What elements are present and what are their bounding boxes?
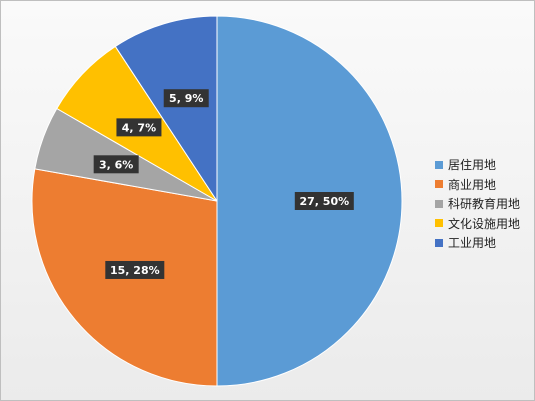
legend-item-cultural-facility: 文化设施用地 xyxy=(435,214,520,234)
data-label-box xyxy=(294,192,354,210)
data-label-text: 27, 50% xyxy=(299,195,349,208)
pie-slice-industrial xyxy=(114,15,218,203)
legend-label: 科研教育用地 xyxy=(448,197,521,212)
data-label-box xyxy=(116,118,162,137)
legend-swatch xyxy=(435,199,443,208)
data-label-text: 15, 28% xyxy=(110,264,160,277)
data-label-commercial: 15, 28% xyxy=(105,260,165,279)
data-label-box xyxy=(163,89,209,108)
legend-item-industrial: 工业用地 xyxy=(435,233,520,253)
legend-label: 商业用地 xyxy=(448,177,497,192)
data-label-box xyxy=(93,155,139,174)
legend-item-commercial: 商业用地 xyxy=(435,175,520,195)
chart-legend: 居住用地商业用地科研教育用地 文化设施用地 工业用地 xyxy=(435,155,520,253)
legend-label: 工业用地 xyxy=(448,236,497,251)
data-label-text: 5, 9% xyxy=(169,92,203,105)
data-label-industrial: 5, 9% xyxy=(163,89,209,108)
legend-swatch xyxy=(435,238,443,247)
legend-label: 文化设施用地 xyxy=(448,216,521,231)
data-label-box xyxy=(105,260,165,279)
legend-item-research-education: 科研教育用地 xyxy=(435,194,520,214)
data-label-cultural-facility: 4, 7% xyxy=(116,118,162,137)
data-label-research-education: 3, 6% xyxy=(93,155,139,174)
data-label-residential: 27, 50% xyxy=(294,192,354,210)
data-label-text: 4, 7% xyxy=(122,121,156,134)
legend-label: 居住用地 xyxy=(448,158,497,173)
legend-swatch xyxy=(435,160,443,169)
legend-swatch xyxy=(435,219,443,228)
legend-swatch xyxy=(435,180,443,189)
data-label-text: 3, 6% xyxy=(99,158,133,171)
legend-item-residential: 居住用地 xyxy=(435,155,520,175)
